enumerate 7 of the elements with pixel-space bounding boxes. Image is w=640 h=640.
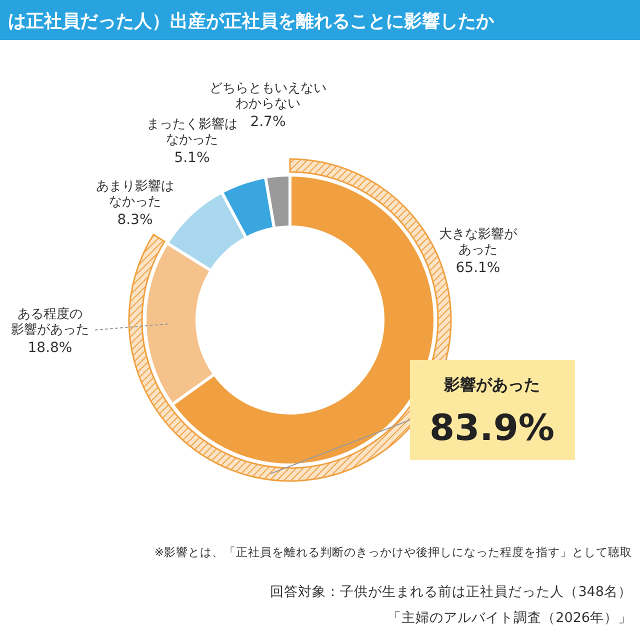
text: 83.9%	[430, 408, 554, 449]
chart-title: は正社員だった人）出産が正社員を離れることに影響したか	[8, 11, 495, 32]
title-bar: は正社員だった人）出産が正社員を離れることに影響したか	[0, 0, 640, 40]
text: 「主婦のアルバイト調査（2026年）」	[388, 610, 632, 626]
text: ※影響とは、「正社員を離れる判断のきっかけや後押しになった程度を指す」として聴取	[154, 545, 632, 559]
text: 回答対象：子供が生まれる前は正社員だった人（348名）	[270, 584, 632, 600]
text: 影響があった	[443, 375, 540, 394]
